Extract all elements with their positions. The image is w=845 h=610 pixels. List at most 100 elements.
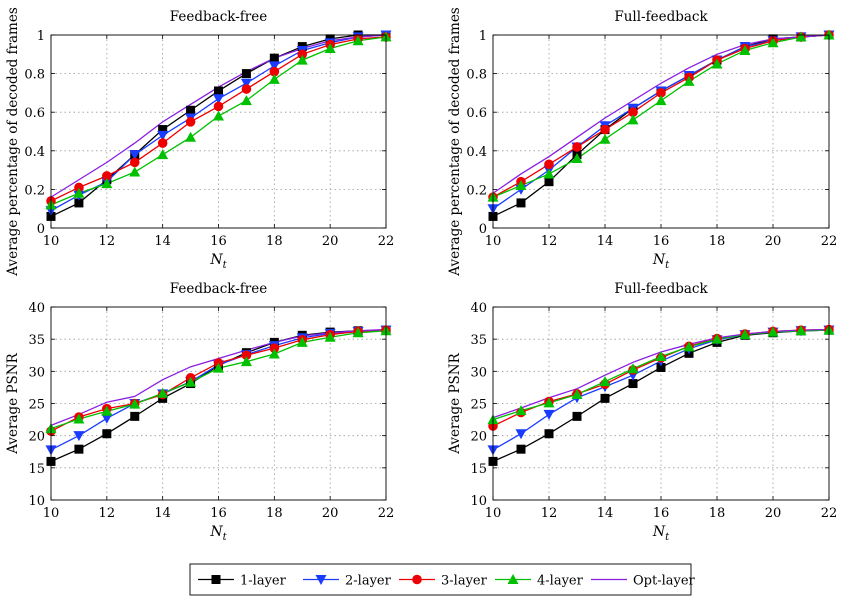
data-point-4-layer-2 [101,405,113,416]
chart-title: Full-feedback [614,9,708,25]
data-point-1-layer-5 [186,105,196,115]
x-tick-label: 10 [43,234,60,249]
data-point-3-layer-4 [157,138,168,148]
data-point-4-layer-8 [711,333,723,344]
y-tick-label: 0.2 [466,183,487,198]
data-point-4-layer-11 [795,31,807,42]
legend-label-3-layer: 3-layer [441,574,488,589]
data-point-4-layer-5 [627,114,639,125]
data-point-2-layer-2 [101,413,113,424]
data-point-3-layer-4 [600,124,610,135]
data-point-4-layer-1 [515,180,527,191]
x-tick-label: 10 [43,506,60,521]
y-tick-label: 0.6 [24,106,45,121]
data-point-3-layer-6 [213,101,224,112]
data-point-3-layer-6 [656,88,666,98]
data-point-3-layer-5 [628,107,638,117]
data-point-4-layer-2 [543,397,555,408]
data-point-3-layer-1 [74,182,84,193]
y-tick-label: 10 [470,494,487,509]
data-point-3-layer-3 [572,142,582,152]
chart-title: Feedback-free [170,9,267,25]
x-tick-label: 22 [378,506,395,521]
data-point-1-layer-4 [600,393,610,403]
data-point-4-layer-2 [101,178,113,189]
y-tick-label: 0.6 [466,106,487,121]
chart-title: Feedback-free [170,281,267,297]
x-axis-label: Nt [652,252,670,271]
data-point-1-layer-2 [102,429,112,439]
data-point-4-layer-5 [185,131,197,142]
y-tick-label: 1 [479,29,487,44]
data-point-legend-1-layer-0 [211,575,221,584]
data-point-1-layer-4 [158,125,168,135]
data-point-4-layer-3 [129,166,141,177]
y-tick-label: 40 [470,301,487,316]
x-tick-label: 16 [653,234,670,249]
data-point-4-layer-1 [515,405,527,416]
data-point-4-layer-3 [571,388,583,399]
data-point-1-layer-1 [74,198,84,208]
x-tick-label: 12 [541,234,558,249]
data-point-2-layer-3 [129,150,141,161]
data-point-3-layer-9 [297,49,308,60]
legend-label-1-layer: 1-layer [240,574,287,589]
data-point-4-layer-5 [185,376,197,387]
axes-frame [50,34,387,229]
y-tick-label: 0.4 [24,145,45,160]
x-tick-label: 20 [322,234,339,249]
y-tick-label: 30 [28,365,45,380]
data-point-3-layer-8 [269,66,280,77]
x-tick-label: 12 [541,506,558,521]
legend: 1-layer 2-layer 3-layer 4-layer Opt-layer [189,563,696,596]
y-tick-label: 20 [470,430,487,445]
legend-label-2-layer: 2-layer [345,574,392,589]
data-point-4-layer-4 [599,376,611,387]
data-point-4-layer-9 [296,54,308,65]
data-point-2-layer-2 [543,409,555,420]
data-point-4-layer-1 [73,187,85,198]
data-point-3-layer-2 [544,159,554,170]
x-tick-label: 14 [597,506,614,521]
x-tick-label: 18 [709,234,726,249]
y-tick-label: 20 [28,430,45,445]
data-point-3-layer-5 [185,117,196,127]
data-point-4-layer-10 [324,331,336,342]
data-point-1-layer-7 [241,69,251,79]
y-tick-label: 0.8 [24,68,45,83]
data-point-4-layer-9 [739,329,751,340]
data-point-4-layer-4 [157,149,169,160]
x-tick-label: 22 [821,506,838,521]
data-point-4-layer-5 [627,363,639,374]
x-axis-label: Nt [209,524,227,543]
data-point-4-layer-7 [683,341,695,352]
legend-label-opt-layer: Opt-layer [633,574,696,589]
x-tick-label: 16 [653,506,670,521]
data-point-2-layer-1 [73,431,85,442]
y-tick-label: 35 [470,333,487,348]
x-tick-label: 14 [154,506,171,521]
data-point-4-layer-6 [213,362,224,373]
data-point-1-layer-1 [74,444,84,454]
y-tick-label: 25 [28,398,45,413]
axes-frame [492,34,830,229]
y-tick-label: 25 [470,398,487,413]
chart-title: Full-feedback [614,281,708,297]
y-tick-label: 1 [37,29,45,44]
data-point-1-layer-5 [628,379,638,389]
data-point-3-layer-3 [129,157,140,168]
y-tick-label: 35 [28,333,45,348]
x-axis-label: Nt [209,252,227,271]
data-point-1-layer-2 [544,177,554,187]
data-point-4-layer-6 [213,110,224,121]
data-point-4-layer-8 [268,348,280,359]
x-tick-label: 18 [709,506,726,521]
x-tick-label: 12 [99,506,116,521]
data-point-1-layer-3 [572,411,582,421]
plot-4: 10 12 14 16 18 20 22 10 15 20 25 30 35 40 [470,301,837,521]
x-tick-label: 10 [485,506,502,521]
data-point-legend-4-layer-0 [507,574,519,584]
data-point-1-layer-2 [544,429,554,439]
